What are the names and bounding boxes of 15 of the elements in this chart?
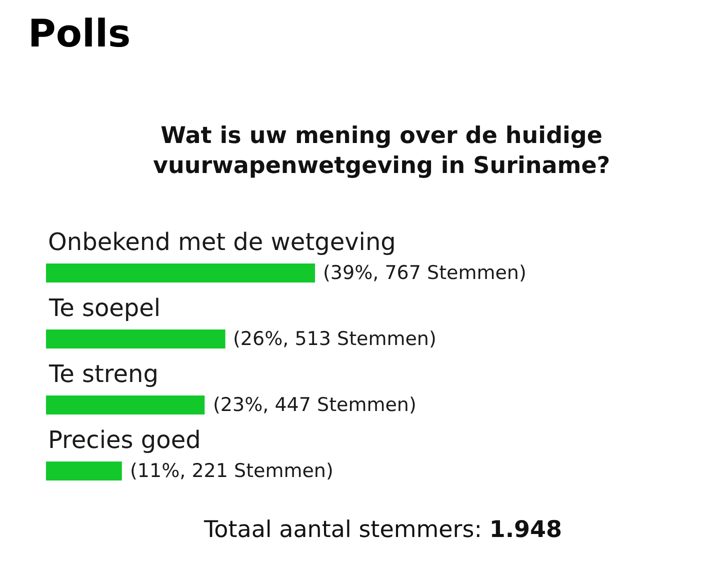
bar: [46, 396, 205, 414]
y-tick-label: Precies goed: [48, 426, 201, 454]
chart-title: Polls: [28, 12, 131, 56]
bar: [46, 462, 122, 480]
data-label: (11%, 221 Stemmen): [130, 460, 334, 482]
y-tick-label: Te streng: [48, 360, 158, 388]
data-label: (26%, 513 Stemmen): [233, 328, 436, 350]
bar: [46, 330, 226, 348]
bar: [46, 264, 315, 282]
y-tick-label: Onbekend met de wetgeving: [48, 228, 396, 256]
data-label: (39%, 767 Stemmen): [323, 262, 526, 284]
data-label: (23%, 447 Stemmen): [213, 394, 416, 416]
text: Totaal aantal stemmers: 1.948: [203, 517, 562, 543]
text: Wat is uw mening over de huidige vuurwapenwetgeving in Suriname?: [153, 123, 610, 179]
y-tick-label: Te soepel: [48, 294, 161, 322]
